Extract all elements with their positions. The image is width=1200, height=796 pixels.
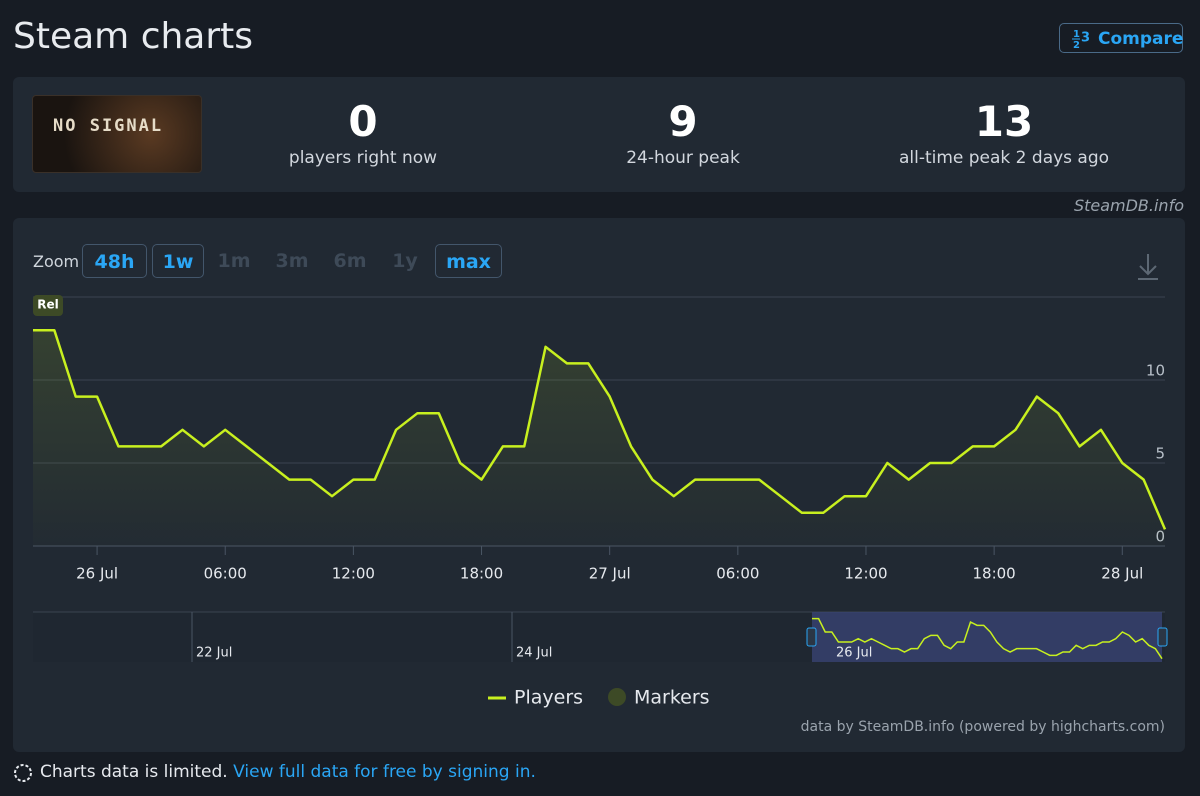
legend-label[interactable]: Markers: [634, 687, 710, 709]
limited-icon: [14, 764, 32, 782]
game-thumbnail[interactable]: NO SIGNAL: [32, 95, 202, 173]
x-tick-label: 18:00: [973, 565, 1016, 583]
x-tick-label: 12:00: [332, 565, 375, 583]
navigator-mask[interactable]: [812, 612, 1162, 662]
stat-label: all-time peak 2 days ago: [898, 148, 1110, 168]
credits[interactable]: data by SteamDB.info (powered by highcha…: [801, 719, 1165, 735]
stat: 9 24-hour peak: [533, 97, 833, 168]
x-tick-label: 06:00: [204, 565, 247, 583]
marker-flag[interactable]: [33, 295, 63, 316]
zoom-button[interactable]: 1m: [217, 250, 251, 272]
svg-text:3: 3: [1081, 31, 1090, 46]
stat: 13 all-time peak 2 days ago: [854, 97, 1154, 168]
navigator-label: 24 Jul: [516, 646, 552, 661]
stat-label: 24-hour peak: [626, 148, 740, 168]
zoom-button[interactable]: 48h: [82, 244, 147, 278]
line: [33, 328, 1167, 530]
legend-label[interactable]: Players: [514, 687, 583, 709]
legend-swatch: [608, 688, 626, 706]
compare-icon: 12 3: [1072, 29, 1090, 50]
y-tick-label: 5: [1155, 445, 1165, 463]
sign-in-link[interactable]: View full data for free by signing in.: [233, 762, 536, 782]
page-title: Steam charts: [13, 16, 254, 57]
navigator-handle[interactable]: [1157, 627, 1168, 647]
x-tick-label: 12:00: [844, 565, 887, 583]
zoom-button[interactable]: max: [435, 244, 502, 278]
navigator-line: [812, 617, 1163, 660]
source-label: SteamDB.info: [1073, 196, 1184, 215]
navigator-handle[interactable]: [806, 627, 817, 647]
x-tick-label: 27 Jul: [589, 565, 631, 583]
compare-button[interactable]: 1 2 3 Compare: [1059, 23, 1183, 53]
svg-text:2: 2: [1073, 40, 1080, 50]
stat-value: 0: [348, 97, 378, 146]
svg-text:1: 1: [1073, 29, 1080, 40]
footer: Charts data is limited. View full data f…: [40, 762, 536, 782]
stat: 0 players right now: [213, 97, 513, 168]
zoom-button[interactable]: 6m: [333, 250, 367, 272]
navigator-label: 26 Jul: [836, 646, 872, 661]
stat-value: 13: [974, 97, 1034, 146]
area: [33, 330, 1165, 546]
zoom-button[interactable]: 1y: [392, 250, 418, 272]
x-tick-label: 28 Jul: [1101, 565, 1143, 583]
zoom-button[interactable]: 3m: [275, 250, 309, 272]
y-tick-label: 10: [1146, 362, 1165, 380]
compare-label: Compare: [1098, 29, 1184, 49]
game-name: NO SIGNAL: [53, 116, 164, 136]
stat-label: players right now: [288, 148, 438, 168]
footer-text: Charts data is limited.: [40, 762, 228, 782]
zoom-button[interactable]: 1w: [152, 244, 204, 278]
navigator-label: 22 Jul: [196, 646, 232, 661]
stats-panel: [13, 77, 1185, 192]
x-tick-label: 06:00: [716, 565, 759, 583]
zoom-label: Zoom: [33, 252, 80, 271]
marker-label: Rel: [37, 298, 59, 312]
download-icon[interactable]: [1138, 254, 1158, 280]
stat-value: 9: [668, 97, 698, 146]
x-tick-label: 26 Jul: [76, 565, 118, 583]
x-tick-label: 18:00: [460, 565, 503, 583]
